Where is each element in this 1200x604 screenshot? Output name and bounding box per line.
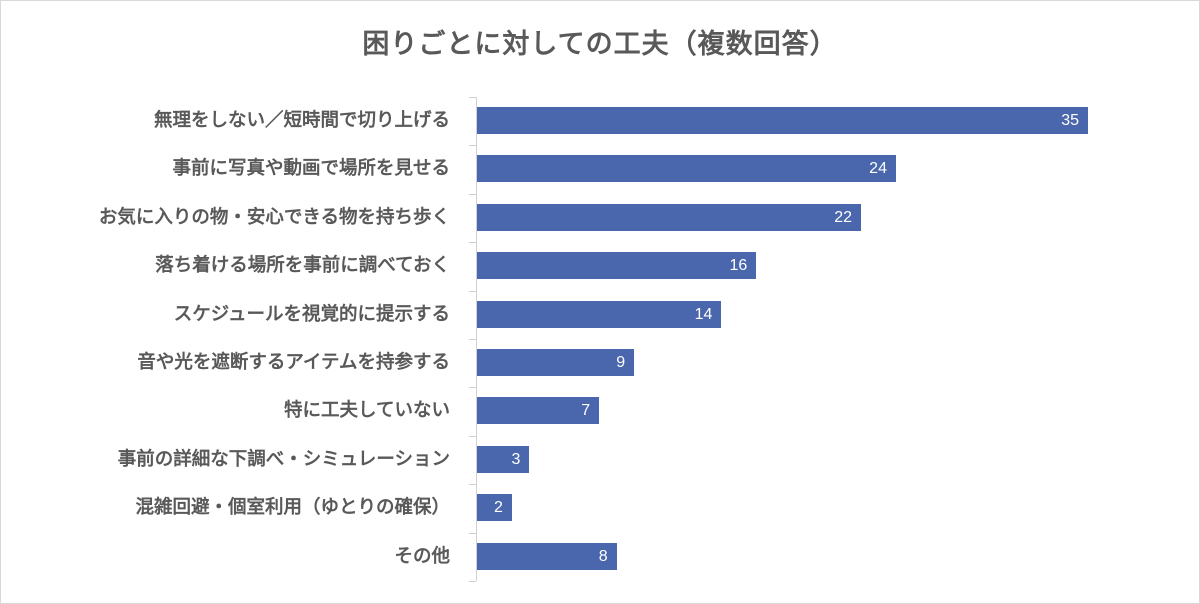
category-label: 音や光を遮断するアイテムを持参する (137, 352, 450, 373)
axis-tick (469, 290, 476, 292)
bar: 16 (477, 252, 757, 280)
bar-row: 混雑回避・個室利用（ゆとりの確保） 2 (0, 484, 1200, 532)
bar-row: 事前の詳細な下調べ・シミュレーション 3 (0, 436, 1200, 484)
bar: 14 (477, 300, 722, 328)
bar-row: 落ち着ける場所を事前に調べておく 16 (0, 242, 1200, 290)
bar: 8 (477, 542, 617, 570)
category-label: 事前の詳細な下調べ・シミュレーション (117, 448, 450, 470)
axis-tick (469, 387, 476, 389)
bar-row: 音や光を遮断するアイテムを持参する 9 (0, 339, 1200, 387)
axis-tick (469, 581, 476, 582)
bar-row: お気に入りの物・安心できる物を持ち歩く 22 (0, 194, 1200, 242)
category-label: お気に入りの物・安心できる物を持ち歩く (98, 206, 450, 228)
axis-tick (469, 242, 476, 244)
axis-tick (469, 339, 476, 340)
bar-value-label: 8 (598, 547, 608, 565)
axis-tick (469, 97, 476, 98)
category-label: スケジュールを視覚的に提示する (173, 303, 450, 325)
bar: 24 (477, 155, 896, 183)
bar-value-label: 9 (616, 354, 626, 371)
category-axis-line (476, 97, 477, 581)
bar-value-label: 16 (729, 257, 748, 275)
category-label: 事前に写真や動画で場所を見せる (172, 158, 450, 180)
category-label: 落ち着ける場所を事前に調べておく (155, 255, 450, 277)
axis-tick (469, 484, 476, 486)
bar: 2 (477, 494, 512, 522)
bar: 9 (477, 349, 635, 376)
category-label: 混雑回避・個室利用（ゆとりの確保） (135, 497, 450, 519)
bar-value-label: 35 (1061, 112, 1079, 129)
bar-row: 特に工夫していない 7 (0, 387, 1200, 435)
bar: 7 (477, 397, 600, 425)
bar-value-label: 14 (694, 305, 713, 323)
bar-value-label: 3 (511, 450, 521, 468)
axis-tick (469, 532, 476, 534)
bar-row: 事前に写真や動画で場所を見せる 24 (0, 145, 1200, 193)
bar-row: その他 8 (0, 533, 1200, 581)
bar-value-label: 2 (494, 499, 503, 517)
axis-tick (469, 435, 476, 437)
bar: 22 (477, 203, 862, 231)
bar-value-label: 7 (581, 402, 591, 420)
bar-value-label: 22 (834, 208, 853, 226)
bar: 3 (477, 445, 530, 473)
category-label: 無理をしない／短時間で切り上げる (153, 110, 450, 131)
axis-tick (469, 193, 476, 195)
bar-row: 無理をしない／短時間で切り上げる 35 (0, 97, 1200, 145)
bar: 35 (477, 107, 1088, 134)
bar-value-label: 24 (869, 160, 887, 178)
category-label: その他 (394, 545, 450, 567)
axis-tick (469, 145, 476, 147)
chart-title: 困りごとに対しての工夫（複数回答） (362, 29, 838, 60)
bar-row: スケジュールを視覚的に提示する 14 (0, 291, 1200, 339)
category-label: 特に工夫していない (284, 400, 450, 422)
